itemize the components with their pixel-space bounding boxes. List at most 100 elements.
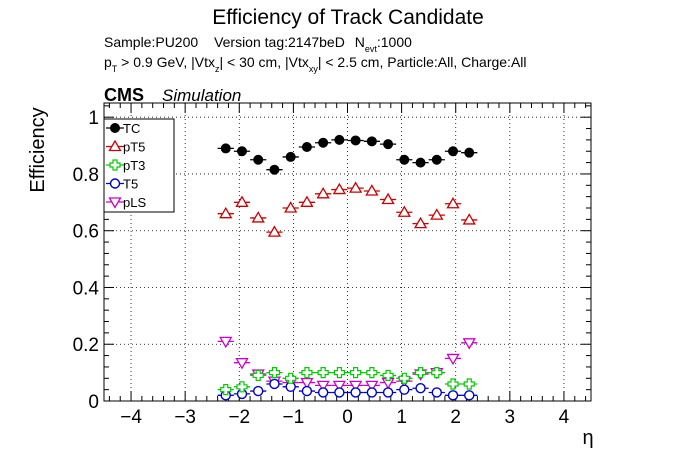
y-tick-label: 0.6 [73,222,99,243]
simulation-label: Simulation [162,86,241,105]
data-point [382,387,394,398]
data-point [350,135,361,146]
legend-entry-T5: T5 [106,177,138,192]
legend-marker [110,123,120,133]
legend-label: T5 [123,177,138,192]
data-point [464,390,475,401]
series-pT3 [217,367,478,396]
series-pLS [217,336,478,393]
data-point [301,385,313,397]
legend-marker [109,159,121,171]
data-point [431,154,442,165]
data-point [348,380,363,393]
x-tick-label: −4 [120,407,142,428]
data-point [446,353,460,366]
legend-marker [108,197,122,209]
data-point [448,146,459,157]
info-c: | < 2.5 cm, Particle:All, Charge:All [318,54,527,70]
data-point [414,367,427,379]
data-point [366,367,378,379]
legend: TC pT5 pT3 T5 pLS [103,118,175,213]
data-point [236,381,248,393]
data-point [317,367,329,379]
data-point [318,137,329,148]
data-point [462,213,476,225]
info-sample: Sample:PU200 [104,34,198,50]
legend-label: pT3 [123,158,145,173]
data-point [300,195,314,207]
data-point [251,211,265,223]
data-point [334,134,345,145]
info-p: p [104,54,112,70]
data-point [415,157,426,168]
x-tick-label: −1 [283,407,305,428]
data-point [285,151,296,162]
data-point [446,196,460,209]
cms-label: CMS [104,85,144,105]
data-point [284,201,298,213]
y-tick-label: 0.2 [73,335,99,356]
data-point [350,387,361,398]
data-point [413,216,428,229]
info-nevt-value: :1000 [377,34,412,50]
legend-entry-pLS: pLS [106,195,146,210]
legend-marker [108,139,122,152]
data-point [317,387,329,398]
data-point [365,184,379,196]
info-a: > 0.9 GeV, |Vtx [117,54,215,70]
data-point [399,384,410,395]
x-tick-label: 1 [396,407,407,428]
series-TC [217,134,478,175]
data-point [301,367,313,379]
y-tick-label: 0.4 [73,278,100,299]
legend-label: pLS [123,195,146,210]
plot-frame [103,102,592,402]
data-point [462,338,476,350]
data-point [253,154,264,165]
chart-title: Efficiency of Track Candidate [212,6,484,29]
data-point [219,206,233,219]
data-point [332,380,347,393]
data-point [285,372,297,384]
data-point [431,367,443,379]
series-T5 [217,378,478,401]
info-nevt: N [355,34,365,50]
data-point [269,164,280,175]
data-point [350,367,362,379]
y-tick-label: 1 [88,108,99,129]
info-a-sub: z [215,64,220,74]
data-point [382,369,394,382]
data-point [235,358,249,370]
info-version: Version tag:2147beD [214,34,345,50]
data-series [217,134,478,401]
data-point [366,136,377,147]
info-line-1: Sample:PU200 Version tag:2147beD Nevt:10… [104,34,412,54]
data-point [332,182,347,195]
data-point [300,377,314,390]
data-point [447,390,459,401]
data-point [267,225,282,237]
info-nevt-sub: evt [365,44,378,54]
x-tick-label: 0 [342,407,353,428]
info-p-sub: T [112,64,118,74]
y-axis-label: Efficiency [27,107,49,192]
data-point [316,187,330,199]
legend-marker [109,178,121,189]
legend-entry-pT3: pT3 [106,158,145,173]
info-b-sub: xy [309,64,319,74]
data-point [316,380,330,393]
legend-entry-pT5: pT5 [106,140,145,155]
x-tick-label: 4 [559,407,570,428]
x-tick-label: −2 [228,407,250,428]
x-tick-label: 3 [505,407,516,428]
data-point [399,154,410,165]
data-point [383,139,394,150]
data-point [333,367,345,379]
data-point [269,378,280,390]
data-point [381,192,395,205]
data-point [365,380,379,393]
y-tick-label: 0.8 [73,165,99,186]
data-point [464,147,475,158]
data-point [301,141,312,152]
